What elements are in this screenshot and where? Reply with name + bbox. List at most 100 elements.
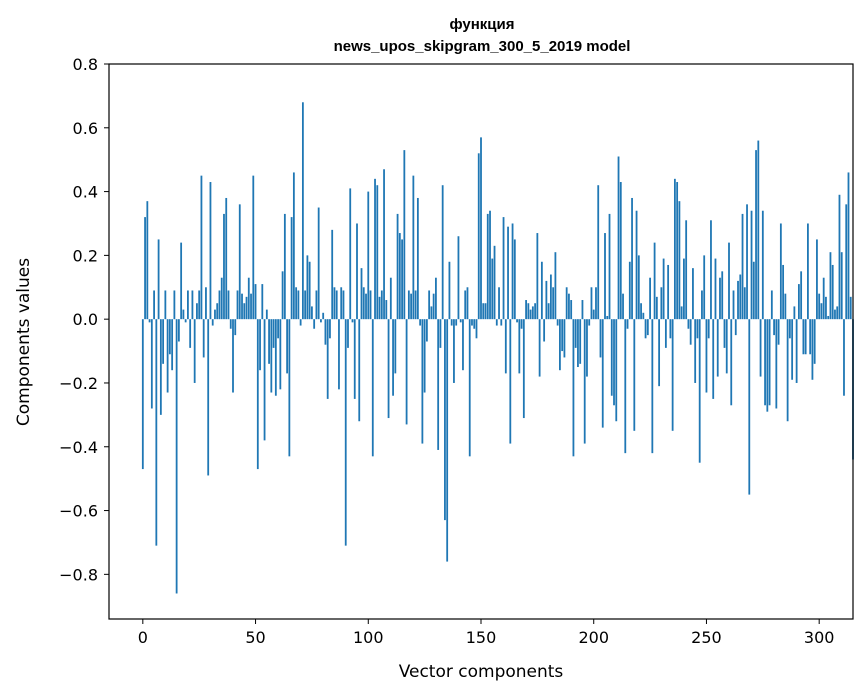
- x-axis-ticks: 0 50 100 150 200 250 300: [138, 619, 834, 647]
- bar-54: [263, 319, 266, 441]
- bar-137: [450, 319, 453, 326]
- bar-311: [843, 319, 845, 396]
- bar-189: [568, 293, 570, 320]
- bar-77: [315, 290, 318, 320]
- bar-17: [180, 242, 183, 320]
- bar-28: [205, 287, 207, 320]
- bar-290: [795, 319, 798, 383]
- bar-61: [279, 319, 282, 390]
- bar-168: [520, 319, 523, 329]
- y-axis-ticks: 0.8 0.6 0.4 0.2 0.0 −0.2 −0.4 −0.6 −0.8: [59, 55, 109, 584]
- bar-0: [141, 319, 144, 470]
- bar-188: [565, 287, 568, 320]
- bar-85: [333, 287, 336, 320]
- bar-106: [380, 290, 383, 320]
- bar-44: [241, 293, 243, 320]
- bar-198: [588, 319, 591, 326]
- bar-296: [809, 319, 812, 355]
- bar-131: [437, 319, 440, 450]
- bar-4: [150, 319, 153, 409]
- bar-180: [547, 303, 550, 320]
- bar-254: [714, 258, 717, 320]
- bar-252: [710, 220, 712, 320]
- x-tick-label: 250: [691, 628, 722, 647]
- bar-248: [701, 290, 703, 320]
- bar-94: [353, 319, 356, 399]
- bar-204: [601, 319, 604, 428]
- bar-256: [719, 277, 721, 320]
- bar-41: [234, 319, 237, 336]
- bar-50: [254, 284, 257, 320]
- bar-68: [295, 287, 298, 320]
- bar-86: [335, 290, 338, 320]
- bar-10: [164, 290, 167, 320]
- bar-128: [430, 306, 433, 320]
- bar-176: [538, 319, 541, 377]
- bar-12: [168, 319, 171, 355]
- bar-194: [579, 319, 582, 364]
- bar-38: [227, 290, 230, 320]
- bar-240: [683, 258, 685, 320]
- bar-30: [209, 182, 212, 320]
- bar-37: [225, 197, 228, 320]
- bar-226: [651, 319, 654, 454]
- bar-49: [252, 175, 255, 320]
- bar-287: [788, 319, 791, 339]
- bar-134: [444, 319, 446, 521]
- bar-153: [486, 213, 489, 320]
- bar-48: [250, 293, 252, 320]
- bar-150: [480, 137, 482, 320]
- bar-59: [274, 319, 277, 396]
- y-tick-label: 0.0: [73, 310, 98, 329]
- bar-20: [187, 290, 189, 320]
- bar-116: [403, 150, 406, 320]
- bar-144: [466, 287, 469, 320]
- bar-78: [317, 207, 320, 320]
- bar-234: [669, 319, 672, 339]
- bar-213: [622, 293, 624, 320]
- bar-112: [394, 319, 397, 374]
- bar-165: [513, 239, 516, 320]
- bar-177: [540, 261, 543, 320]
- bar-43: [238, 204, 241, 320]
- bar-263: [734, 319, 737, 336]
- bar-229: [658, 319, 661, 387]
- bar-127: [428, 290, 431, 320]
- bar-123: [419, 319, 422, 326]
- bar-40: [232, 319, 234, 393]
- bar-95: [356, 223, 358, 320]
- bar-301: [820, 303, 823, 320]
- bar-26: [200, 175, 203, 320]
- bar-105: [378, 296, 381, 320]
- bar-244: [692, 268, 694, 320]
- y-axis-label: Components values: [14, 258, 34, 426]
- bar-31: [211, 319, 214, 326]
- bar-193: [577, 319, 579, 368]
- bar-238: [678, 201, 681, 320]
- bar-74: [308, 261, 311, 320]
- bar-53: [261, 284, 264, 320]
- bar-124: [421, 319, 424, 444]
- bar-154: [489, 210, 491, 320]
- bar-289: [793, 306, 796, 320]
- bar-21: [189, 319, 192, 348]
- bar-32: [214, 309, 216, 320]
- bar-98: [362, 287, 365, 320]
- bar-110: [389, 277, 392, 320]
- bar-245: [694, 319, 697, 383]
- bar-104: [376, 185, 379, 320]
- bar-209: [613, 319, 615, 406]
- bar-57: [270, 319, 273, 393]
- bar-211: [617, 156, 620, 320]
- bar-136: [448, 261, 451, 320]
- bar-73: [306, 255, 309, 320]
- bar-93: [351, 319, 354, 323]
- bar-122: [416, 197, 419, 320]
- bar-117: [405, 319, 408, 425]
- bar-172: [529, 309, 532, 320]
- bar-146: [471, 319, 473, 326]
- bar-223: [644, 319, 647, 339]
- bar-7: [157, 239, 160, 320]
- bar-139: [455, 319, 458, 326]
- bar-72: [304, 290, 307, 320]
